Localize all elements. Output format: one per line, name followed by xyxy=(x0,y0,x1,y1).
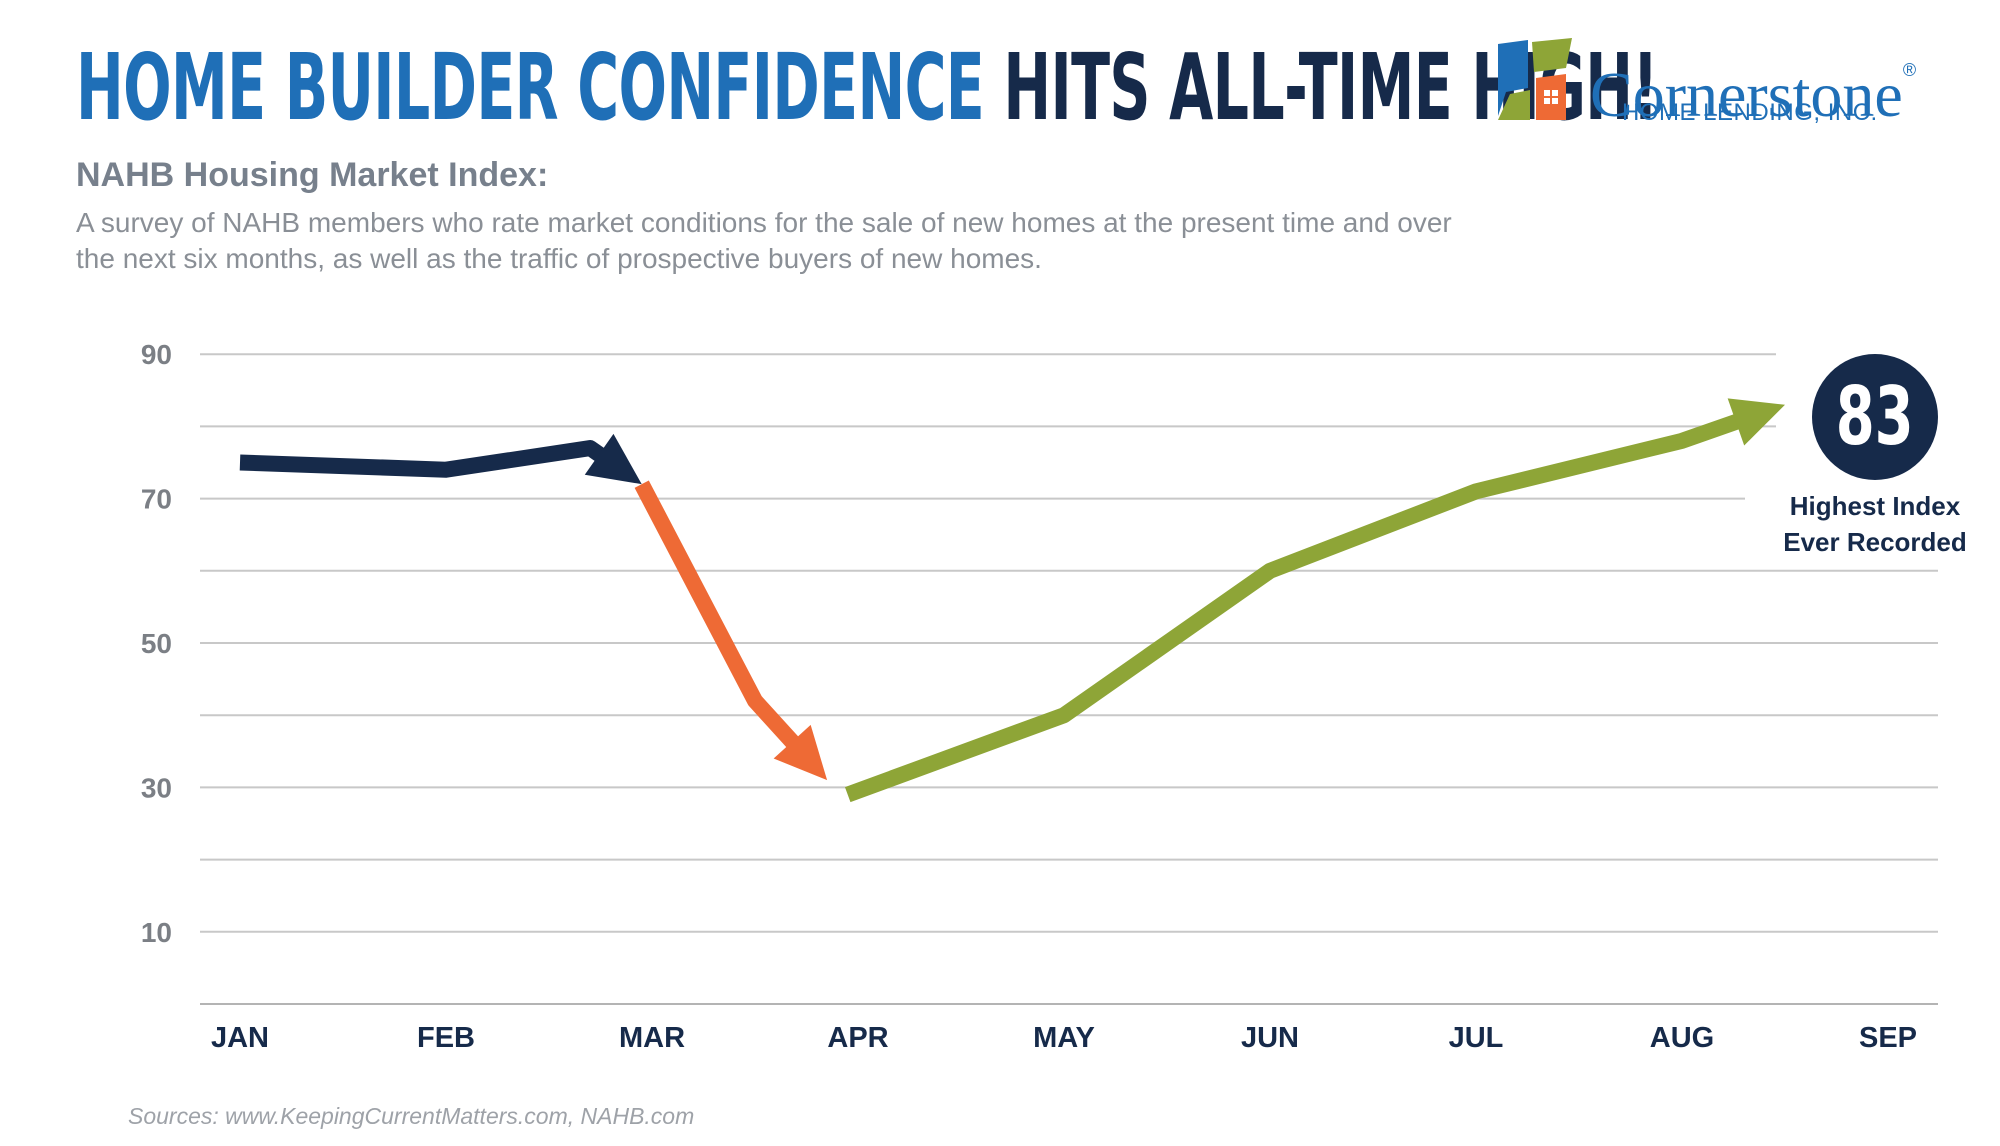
source-note: Sources: www.KeepingCurrentMatters.com, … xyxy=(128,1103,695,1129)
series-1-arrowhead xyxy=(584,433,642,485)
series-2-line xyxy=(634,480,801,751)
chart-subtitle: NAHB Housing Market Index: xyxy=(76,156,549,194)
chart-description: A survey of NAHB members who rate market… xyxy=(76,207,1452,274)
x-tick-label: APR xyxy=(827,1022,888,1054)
x-tick-label: FEB xyxy=(417,1022,475,1054)
logo-tagline: HOME LENDING, INC. xyxy=(1622,99,1878,126)
series-3-line xyxy=(844,413,1743,803)
x-tick-label: JAN xyxy=(211,1022,269,1054)
y-tick-label: 30 xyxy=(141,772,172,803)
highest-index-badge: 83 xyxy=(1812,354,1938,480)
series-1-line xyxy=(239,440,607,478)
badge-value: 83 xyxy=(1836,370,1914,463)
y-tick-label: 70 xyxy=(141,484,172,515)
x-tick-label: JUL xyxy=(1449,1022,1504,1054)
data-series xyxy=(239,398,1785,803)
house-window-logo-icon xyxy=(1498,38,1572,120)
cornerstone-logo: Cornerstone® HOME LENDING, INC. xyxy=(1494,38,1954,130)
badge-caption: Highest Index Ever Recorded xyxy=(1770,488,1980,560)
x-tick-label: JUN xyxy=(1241,1022,1299,1054)
y-axis-ticks: 10 30 50 70 90 xyxy=(141,339,172,948)
headline-part-1: HOME BUILDER CONFIDENCE xyxy=(76,34,985,141)
gridlines xyxy=(200,353,1938,1005)
badge-caption-line-1: Highest Index xyxy=(1789,491,1961,521)
x-axis-ticks: JAN FEB MAR APR MAY JUN JUL AUG SEP xyxy=(211,1022,1917,1054)
series-3-arrowhead xyxy=(1727,398,1785,446)
series-3 xyxy=(844,398,1785,803)
series-2 xyxy=(634,480,828,781)
logo-name: Cornerstone® xyxy=(1590,59,1917,130)
x-tick-label: SEP xyxy=(1859,1022,1917,1054)
x-tick-label: MAY xyxy=(1033,1022,1095,1054)
badge-caption-line-2: Ever Recorded xyxy=(1783,527,1967,557)
y-tick-label: 50 xyxy=(141,628,172,659)
y-tick-label: 10 xyxy=(141,917,172,948)
series-1 xyxy=(239,433,642,485)
y-tick-label: 90 xyxy=(141,339,172,370)
x-tick-label: MAR xyxy=(619,1022,685,1054)
registered-mark: ® xyxy=(1902,60,1917,80)
series-2-arrowhead xyxy=(773,724,828,781)
x-tick-label: AUG xyxy=(1650,1022,1714,1054)
